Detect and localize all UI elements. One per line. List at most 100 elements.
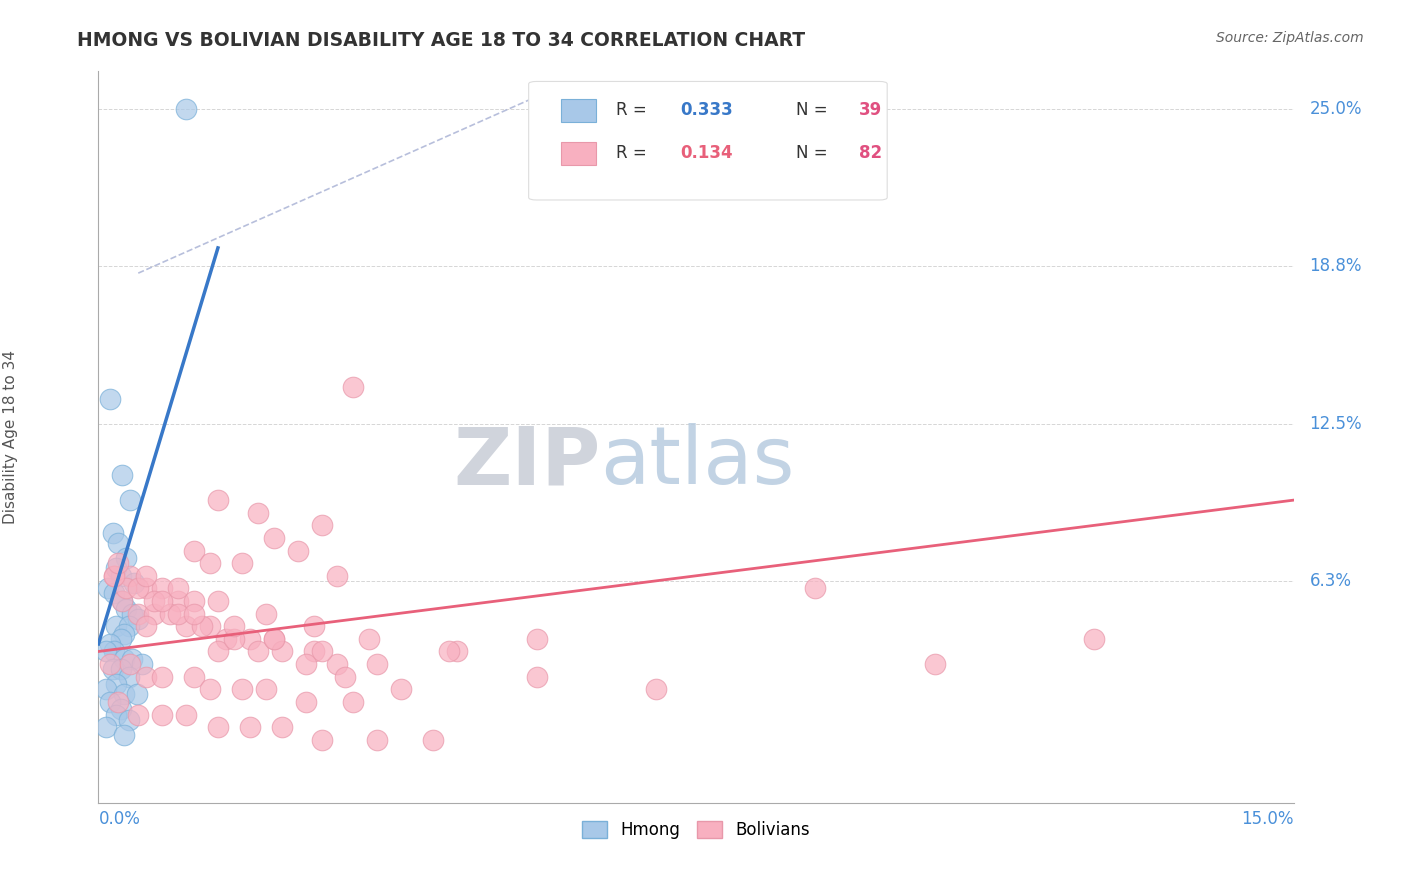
- Point: [97, 582, 120, 596]
- Text: 0.0%: 0.0%: [98, 810, 141, 829]
- Point: [231, 682, 253, 697]
- Point: [183, 543, 205, 558]
- Point: [222, 619, 245, 633]
- Point: [167, 594, 190, 608]
- Point: [270, 644, 292, 658]
- Point: [118, 713, 141, 727]
- Point: [167, 607, 190, 621]
- Point: [302, 619, 325, 633]
- Point: [198, 619, 221, 633]
- Point: [804, 582, 827, 596]
- Point: [159, 607, 181, 621]
- Point: [246, 644, 269, 658]
- Point: [342, 695, 364, 709]
- Point: [98, 392, 122, 407]
- Point: [150, 670, 173, 684]
- Point: [270, 720, 292, 734]
- Point: [118, 619, 141, 633]
- Text: N =: N =: [796, 145, 832, 162]
- Point: [326, 657, 349, 671]
- Point: [131, 657, 153, 671]
- Point: [326, 569, 349, 583]
- Point: [103, 569, 125, 583]
- Point: [127, 612, 149, 626]
- Point: [191, 619, 214, 633]
- Point: [311, 644, 333, 658]
- Text: 12.5%: 12.5%: [1309, 416, 1362, 434]
- Point: [183, 594, 205, 608]
- Point: [263, 632, 285, 646]
- Point: [104, 619, 127, 633]
- Point: [198, 556, 221, 570]
- Point: [207, 493, 229, 508]
- Point: [342, 379, 364, 393]
- Point: [120, 569, 142, 583]
- Point: [389, 682, 412, 697]
- Point: [118, 670, 141, 684]
- Text: 0.333: 0.333: [681, 102, 733, 120]
- Point: [98, 657, 122, 671]
- Text: R =: R =: [616, 145, 652, 162]
- Text: 39: 39: [859, 102, 883, 120]
- Point: [302, 644, 325, 658]
- Text: HMONG VS BOLIVIAN DISABILITY AGE 18 TO 34 CORRELATION CHART: HMONG VS BOLIVIAN DISABILITY AGE 18 TO 3…: [77, 31, 806, 50]
- Text: 82: 82: [859, 145, 883, 162]
- Point: [239, 720, 262, 734]
- Point: [311, 518, 333, 533]
- Point: [231, 556, 253, 570]
- Point: [127, 707, 149, 722]
- Point: [101, 525, 124, 540]
- Text: 15.0%: 15.0%: [1241, 810, 1294, 829]
- Text: 25.0%: 25.0%: [1309, 100, 1362, 119]
- Point: [112, 627, 135, 641]
- Point: [1083, 632, 1105, 646]
- Text: R =: R =: [616, 102, 652, 120]
- Point: [215, 632, 238, 646]
- Point: [167, 582, 190, 596]
- Point: [115, 601, 138, 615]
- Point: [437, 644, 460, 658]
- Point: [98, 695, 122, 709]
- Bar: [561, 99, 596, 122]
- Point: [112, 652, 135, 666]
- Point: [294, 695, 316, 709]
- Point: [127, 582, 149, 596]
- Point: [107, 556, 129, 570]
- Text: 18.8%: 18.8%: [1309, 257, 1362, 275]
- Point: [246, 506, 269, 520]
- Point: [294, 657, 316, 671]
- Point: [150, 582, 173, 596]
- Point: [107, 536, 129, 550]
- Point: [124, 576, 146, 591]
- Point: [135, 619, 157, 633]
- Point: [239, 632, 262, 646]
- Point: [110, 632, 132, 646]
- FancyBboxPatch shape: [529, 81, 887, 200]
- Point: [207, 644, 229, 658]
- Point: [645, 682, 668, 697]
- Point: [135, 670, 157, 684]
- Point: [112, 687, 135, 701]
- Point: [359, 632, 381, 646]
- Point: [422, 732, 444, 747]
- Legend: Hmong, Bolivians: Hmong, Bolivians: [575, 814, 817, 846]
- Point: [115, 582, 138, 596]
- Point: [103, 644, 125, 658]
- Point: [174, 619, 197, 633]
- Text: 0.134: 0.134: [681, 145, 733, 162]
- Point: [111, 594, 134, 608]
- Point: [924, 657, 946, 671]
- Point: [263, 531, 285, 545]
- Point: [110, 702, 132, 716]
- Point: [207, 594, 229, 608]
- Point: [96, 720, 118, 734]
- Point: [254, 682, 277, 697]
- Point: [446, 644, 468, 658]
- Text: ZIP: ZIP: [453, 424, 600, 501]
- Bar: [561, 142, 596, 165]
- Point: [135, 582, 157, 596]
- Point: [311, 732, 333, 747]
- Point: [150, 707, 173, 722]
- Point: [526, 670, 548, 684]
- Point: [125, 687, 148, 701]
